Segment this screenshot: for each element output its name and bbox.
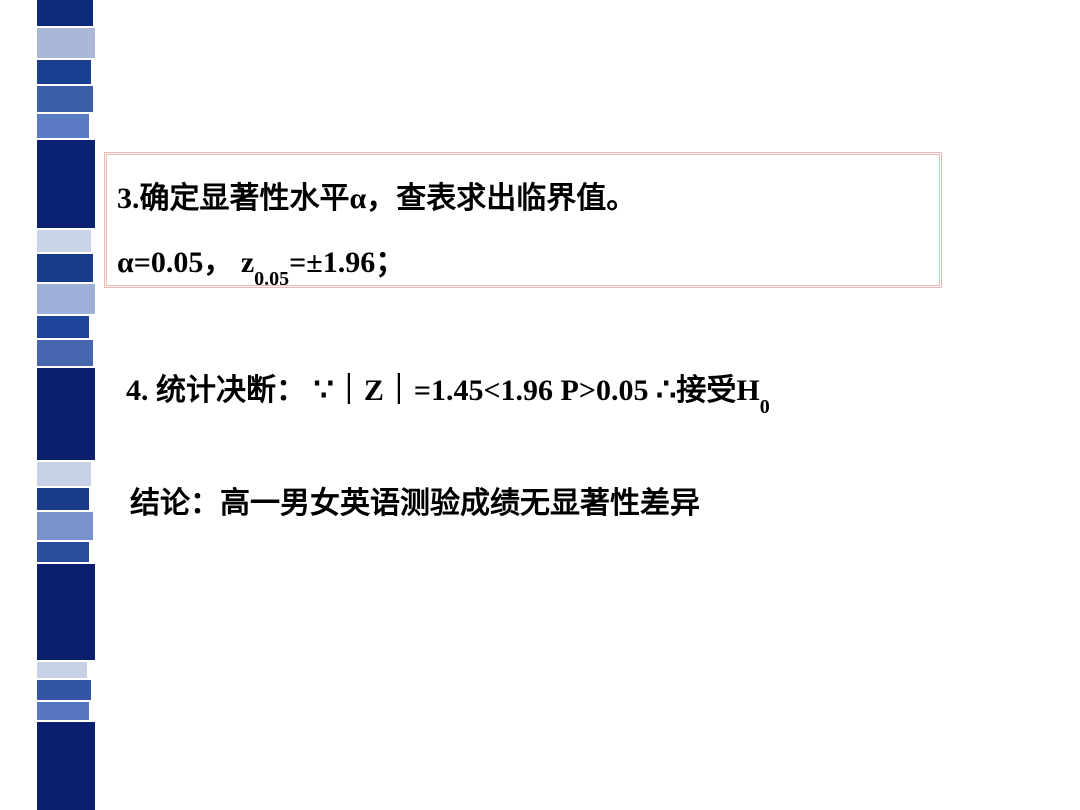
- because-symbol: ∵: [314, 371, 334, 407]
- z-comparison: ｜Z｜=1.45<1.96 P>0.05: [334, 374, 656, 407]
- step3-box: 3.确定显著性水平α，查表求出临界值。 α=0.05， z0.05=±1.96；: [104, 152, 942, 288]
- decoration-block: [37, 488, 89, 510]
- decoration-block: [37, 254, 93, 282]
- decoration-block: [37, 662, 87, 678]
- therefore-symbol: ∴: [656, 371, 676, 407]
- decoration-block: [37, 340, 93, 366]
- decoration-block: [37, 284, 95, 314]
- step4-label: 4. 统计决断：: [126, 374, 314, 407]
- decoration-block: [37, 512, 93, 540]
- h-subscript: 0: [760, 396, 770, 418]
- decoration-block: [37, 316, 89, 338]
- z-critical-value: =±1.96；: [289, 246, 405, 279]
- decoration-block: [37, 28, 95, 58]
- decoration-block: [37, 60, 91, 84]
- decoration-block: [37, 722, 95, 810]
- z-subscript: 0.05: [254, 268, 289, 290]
- decoration-block: [37, 86, 93, 112]
- accept-hypothesis: 接受H: [676, 374, 759, 407]
- decoration-block: [37, 542, 89, 562]
- alpha-value: α=0.05， z: [117, 246, 254, 279]
- decoration-block: [37, 564, 95, 660]
- decoration-block: [37, 702, 89, 720]
- decoration-block: [37, 230, 91, 252]
- decoration-block: [37, 368, 95, 460]
- decoration-block: [37, 680, 91, 700]
- step4-decision: 4. 统计决断： ∵｜Z｜=1.45<1.96 P>0.05 ∴接受H0: [126, 365, 770, 413]
- step3-title: 3.确定显著性水平α，查表求出临界值。: [117, 173, 929, 217]
- decoration-block: [37, 0, 93, 26]
- decoration-block: [37, 462, 91, 486]
- sidebar-decoration: [37, 0, 97, 810]
- decoration-block: [37, 140, 95, 228]
- step3-values: α=0.05， z0.05=±1.96；: [117, 237, 929, 285]
- conclusion: 结论：高一男女英语测验成绩无显著性差异: [130, 478, 700, 522]
- decoration-block: [37, 114, 89, 138]
